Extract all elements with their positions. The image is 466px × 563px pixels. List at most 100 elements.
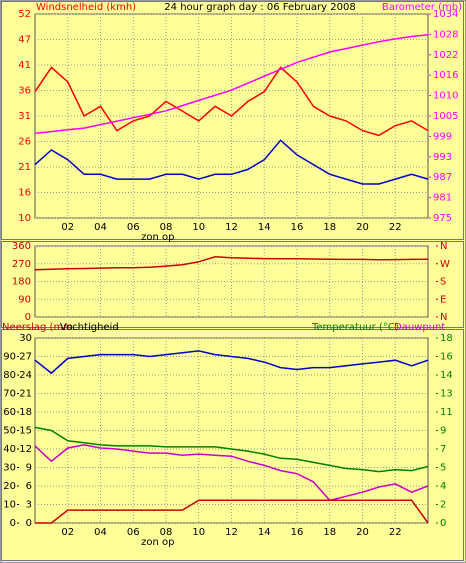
y2-tick-label: 9 [440, 426, 446, 437]
y2-tick-label: N [440, 312, 447, 323]
x-tick-label: 18 [323, 222, 336, 233]
line [34, 350, 429, 375]
line [34, 444, 429, 502]
y-tick-label: 26 [18, 137, 31, 148]
y2-tick-label: 999 [433, 131, 452, 142]
x-tick-label: 10 [192, 527, 205, 538]
x-tick-label: 14 [258, 527, 271, 538]
y2-tick-label: 1034 [433, 9, 458, 20]
x-tick-label: 18 [323, 527, 336, 538]
line [34, 426, 429, 473]
y-tick-label: 30 [19, 333, 32, 344]
y-tick-label: 18 [19, 407, 32, 418]
x-tick-label: 16 [291, 222, 304, 233]
y2-tick-label: 1016 [433, 70, 458, 81]
y-tick-label: 21 [18, 162, 31, 173]
y-axis-label: Neerslag (mm [2, 322, 73, 333]
y-tick-label: 270 [12, 259, 31, 270]
y-tick-label: 9 [26, 463, 32, 474]
y2-tick-label: S [440, 277, 446, 288]
x-tick-label: 20 [356, 222, 369, 233]
y3-axis-label: Vochtigheid [60, 322, 119, 333]
y2-tick-label: 1022 [433, 50, 458, 61]
y-tick-label: 52 [18, 9, 31, 20]
y2-axis-label: Barometer (mb) [382, 2, 462, 13]
y-tick-label: 12 [19, 444, 32, 455]
chart-title: 24 hour graph day : 06 February 2008 [164, 2, 355, 13]
y2-tick-label: 993 [433, 152, 452, 163]
x-tick-label: 12 [225, 527, 238, 538]
x-tick-label: 06 [127, 527, 140, 538]
y-tick-label: 6 [26, 481, 32, 492]
y-tick-label: 180 [12, 277, 31, 288]
y-tick-label: 41 [18, 60, 31, 71]
y2-tick-label: 14 [440, 370, 453, 381]
y2-tick-label: 1028 [433, 29, 458, 40]
y2-tick-label: N [440, 241, 447, 252]
y3-tick-label: 80 [3, 370, 16, 381]
y3-tick-label: 50 [3, 426, 16, 437]
y2-tick-label: 975 [433, 213, 452, 224]
y2-tick-label: E [440, 294, 446, 305]
y-tick-label: 90 [18, 294, 31, 305]
x-tick-label: 04 [94, 527, 107, 538]
y3-tick-label: 60 [3, 407, 16, 418]
y-tick-label: 47 [18, 35, 31, 46]
annotation: zon op [141, 537, 174, 548]
panel [1, 241, 464, 328]
y-tick-label: 15 [19, 426, 32, 437]
y3-tick-label: 40 [3, 444, 16, 455]
x-tick-label: 02 [61, 222, 74, 233]
y3-tick-label: 30 [3, 463, 16, 474]
y3-tick-label: 90 [3, 352, 16, 363]
x-tick-label: 12 [225, 222, 238, 233]
y2-tick-label: 1005 [433, 111, 458, 122]
y2-tick-label: 987 [433, 172, 452, 183]
line [34, 33, 429, 135]
y2-axis-label: Temperatuur (°C) [311, 322, 399, 333]
y-axis-label: Windsnelheid (kmh) [36, 2, 136, 13]
y2-tick-label: 7 [440, 444, 446, 455]
y-tick-label: 21 [19, 389, 32, 400]
y2-tick-label: W [440, 259, 450, 270]
y2-tick-label: 2 [440, 500, 446, 511]
line [34, 256, 429, 271]
x-tick-label: 02 [61, 527, 74, 538]
line [34, 66, 429, 137]
y-tick-label: 10 [18, 213, 31, 224]
y2-tick-label: 18 [440, 333, 453, 344]
y-tick-label: 360 [12, 241, 31, 252]
x-tick-label: 08 [160, 527, 173, 538]
x-tick-label: 16 [291, 527, 304, 538]
x-tick-label: 06 [127, 222, 140, 233]
panel [1, 1, 464, 240]
y-tick-label: 24 [19, 370, 32, 381]
line [34, 139, 429, 185]
x-tick-label: 04 [94, 222, 107, 233]
y3-tick-label: 0 [10, 518, 16, 529]
line [35, 499, 429, 524]
x-tick-label: 14 [258, 222, 271, 233]
x-tick-label: 08 [160, 222, 173, 233]
y-tick-label: 3 [26, 500, 32, 511]
y2-tick-label: 0 [440, 518, 446, 529]
y2-tick-label: 13 [440, 389, 453, 400]
y2-axis-label: Dauwpunt [394, 322, 445, 333]
x-tick-label: 10 [192, 222, 205, 233]
annotation: zon op [141, 232, 174, 243]
y2-tick-label: 981 [433, 193, 452, 204]
y2-tick-label: 1010 [433, 91, 458, 102]
x-tick-label: 22 [389, 527, 402, 538]
y3-tick-label: 10 [3, 500, 16, 511]
x-tick-label: 20 [356, 527, 369, 538]
y-tick-label: 27 [19, 352, 32, 363]
y-tick-label: 36 [18, 86, 31, 97]
y2-tick-label: 5 [440, 463, 446, 474]
y-tick-label: 0 [26, 518, 32, 529]
y3-tick-label: 20 [3, 481, 16, 492]
y-tick-label: 16 [18, 188, 31, 199]
x-tick-label: 22 [389, 222, 402, 233]
y-tick-label: 0 [25, 312, 31, 323]
